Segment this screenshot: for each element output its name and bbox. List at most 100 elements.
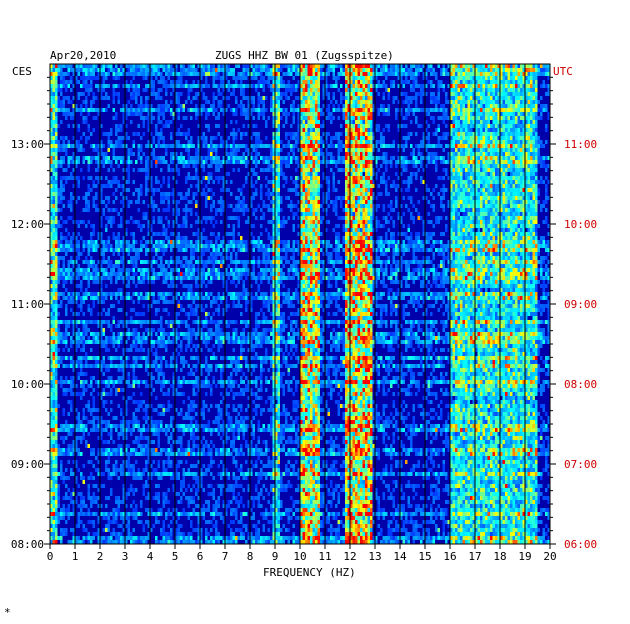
spectrogram-cell xyxy=(455,200,458,204)
spectrogram-cell xyxy=(295,176,298,180)
spectrogram-cell xyxy=(92,200,95,204)
spectrogram-cell xyxy=(500,64,503,68)
spectrogram-cell xyxy=(167,184,170,188)
spectrogram-cell xyxy=(472,144,475,148)
spectrogram-cell xyxy=(467,212,470,216)
spectrogram-cell xyxy=(375,196,378,200)
spectrogram-cell xyxy=(257,144,260,148)
spectrogram-cell xyxy=(147,96,150,100)
spectrogram-cell xyxy=(527,120,530,124)
spectrogram-cell xyxy=(510,192,513,196)
spectrogram-cell xyxy=(212,80,215,84)
spectrogram-cell xyxy=(222,200,225,204)
spectrogram-cell xyxy=(225,188,228,192)
spectrogram-cell xyxy=(270,144,273,148)
spectrogram-cell xyxy=(147,120,150,124)
spectrogram-cell xyxy=(475,92,478,96)
spectrogram-cell xyxy=(317,72,320,76)
spectrogram-cell xyxy=(100,144,103,148)
spectrogram-cell xyxy=(477,200,480,204)
spectrogram-cell xyxy=(465,72,468,76)
spectrogram-cell xyxy=(160,144,163,148)
spectrogram-cell xyxy=(352,64,355,68)
spectrogram-cell xyxy=(515,184,518,188)
spectrogram-cell xyxy=(302,212,305,216)
spectrogram-cell xyxy=(270,88,273,92)
spectrogram-cell xyxy=(285,132,288,136)
spectrogram-cell xyxy=(220,136,223,140)
spectrogram-cell xyxy=(55,196,58,200)
spectrogram-cell xyxy=(525,148,528,152)
spectrogram-cell xyxy=(67,124,70,128)
spectrogram-cell xyxy=(212,96,215,100)
spectrogram-cell xyxy=(197,72,200,76)
spectrogram-cell xyxy=(492,196,495,200)
spectrogram-cell xyxy=(322,76,325,80)
spectrogram-cell xyxy=(540,116,543,120)
spectrogram-cell xyxy=(282,156,285,160)
spectrogram-cell xyxy=(130,64,133,68)
spectrogram-cell xyxy=(92,128,95,132)
spectrogram-cell xyxy=(460,136,463,140)
spectrogram-cell xyxy=(522,128,525,132)
spectrogram-cell xyxy=(460,132,463,136)
spectrogram-cell xyxy=(460,84,463,88)
spectrogram-cell xyxy=(150,152,153,156)
spectrogram-cell xyxy=(532,192,535,196)
spectrogram-cell xyxy=(155,180,158,184)
spectrogram-cell xyxy=(315,136,318,140)
spectrogram-cell xyxy=(532,84,535,88)
spectrogram-cell xyxy=(107,72,110,76)
spectrogram-cell xyxy=(125,64,128,68)
spectrogram-cell xyxy=(150,164,153,168)
spectrogram-cell xyxy=(370,208,373,212)
spectrogram-cell xyxy=(132,76,135,80)
spectrogram-cell xyxy=(357,184,360,188)
spectrogram-cell xyxy=(52,120,55,124)
spectrogram-cell xyxy=(150,108,153,112)
spectrogram-cell xyxy=(482,72,485,76)
spectrogram-cell xyxy=(157,160,160,164)
spectrogram-cell xyxy=(157,108,160,112)
spectrogram-cell xyxy=(500,216,503,220)
spectrogram-cell xyxy=(50,220,53,224)
spectrogram-cell xyxy=(80,108,83,112)
spectrogram-cell xyxy=(535,180,538,184)
spectrogram-cell xyxy=(305,216,308,220)
spectrogram-cell xyxy=(292,148,295,152)
spectrogram-cell xyxy=(382,160,385,164)
spectrogram-cell xyxy=(420,176,423,180)
spectrogram-cell xyxy=(235,156,238,160)
spectrogram-cell xyxy=(472,204,475,208)
spectrogram-cell xyxy=(457,84,460,88)
spectrogram-cell xyxy=(502,84,505,88)
spectrogram-cell xyxy=(185,220,188,224)
spectrogram-cell xyxy=(490,216,493,220)
spectrogram-cell xyxy=(340,148,343,152)
spectrogram-cell xyxy=(537,136,540,140)
spectrogram-cell xyxy=(215,212,218,216)
spectrogram-cell xyxy=(302,84,305,88)
spectrogram-cell xyxy=(382,112,385,116)
spectrogram-cell xyxy=(50,92,53,96)
spectrogram-cell xyxy=(355,100,358,104)
spectrogram-cell xyxy=(382,72,385,76)
spectrogram-cell xyxy=(322,120,325,124)
spectrogram-cell xyxy=(162,116,165,120)
spectrogram-cell xyxy=(470,104,473,108)
spectrogram-cell xyxy=(412,112,415,116)
spectrogram-cell xyxy=(307,76,310,80)
spectrogram-cell xyxy=(547,84,550,88)
spectrogram-cell xyxy=(80,64,83,68)
spectrogram-cell xyxy=(480,104,483,108)
spectrogram-cell xyxy=(95,204,98,208)
spectrogram-cell xyxy=(215,168,218,172)
spectrogram-cell xyxy=(282,72,285,76)
spectrogram-cell xyxy=(495,144,498,148)
spectrogram-cell xyxy=(365,180,368,184)
spectrogram-cell xyxy=(82,160,85,164)
spectrogram-cell xyxy=(210,108,213,112)
spectrogram-cell xyxy=(280,200,283,204)
spectrogram-cell xyxy=(257,100,260,104)
spectrogram-cell xyxy=(397,128,400,132)
